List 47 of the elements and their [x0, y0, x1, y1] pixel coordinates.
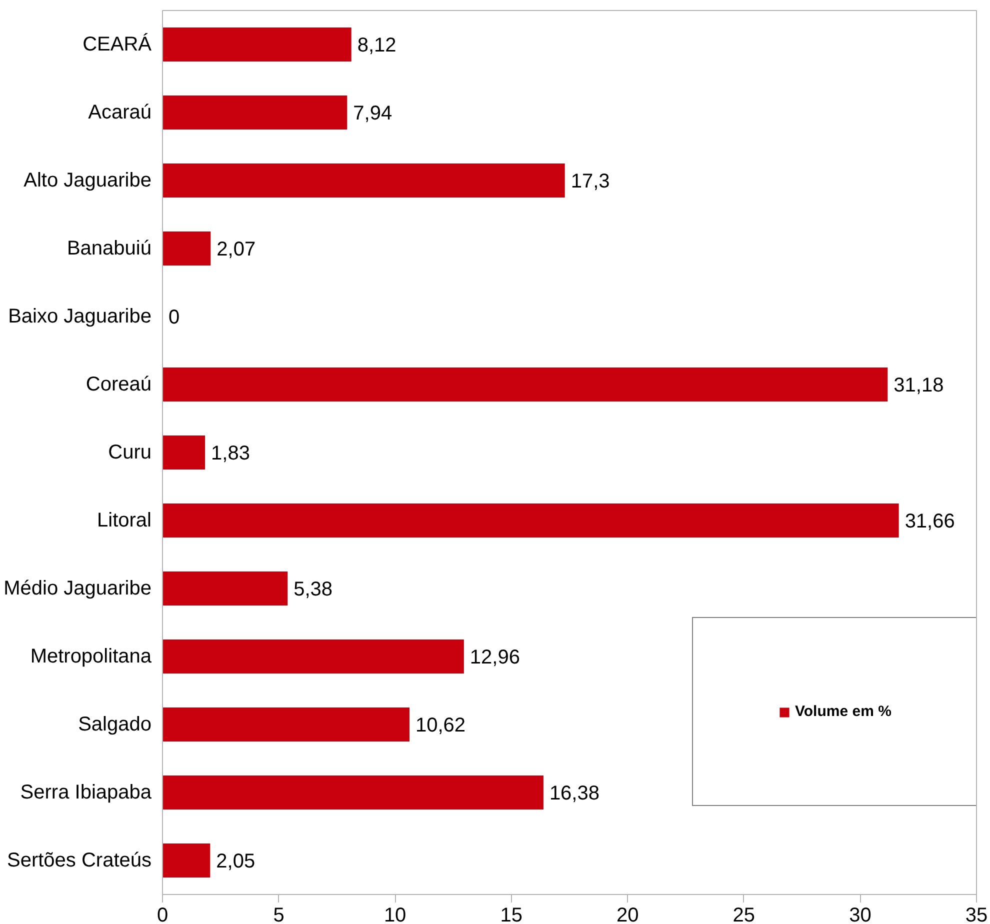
bar	[162, 844, 210, 878]
bar	[162, 232, 211, 266]
bar	[162, 504, 899, 538]
data-label: 5,38	[294, 578, 333, 600]
x-tick-label: 25	[732, 904, 756, 924]
data-label: 2,07	[216, 238, 256, 260]
x-tick-label: 0	[156, 904, 168, 924]
bar	[162, 572, 288, 606]
y-tick-label: Sertões Crateús	[6, 850, 152, 872]
data-label: 31,18	[894, 374, 944, 396]
y-tick-label: Acaraú	[88, 102, 152, 124]
bar	[162, 640, 464, 674]
data-label: 16,38	[549, 782, 600, 804]
bar	[162, 708, 410, 742]
x-tick-label: 35	[965, 904, 988, 924]
data-label: 1,83	[211, 442, 250, 464]
data-label: 0	[168, 306, 180, 328]
x-tick-label: 10	[384, 904, 406, 924]
y-tick-label: Metropolitana	[30, 646, 152, 668]
x-tick-label: 30	[849, 904, 872, 924]
y-tick-label: Serra Ibiapaba	[20, 782, 152, 804]
y-tick-label: Curu	[108, 442, 152, 464]
y-tick-label: CEARÁ	[82, 32, 152, 56]
data-label: 8,12	[357, 34, 396, 56]
bar	[162, 28, 352, 62]
data-label: 17,3	[570, 170, 610, 192]
bar	[162, 436, 206, 470]
data-label: 2,05	[216, 850, 256, 872]
y-tick-label: Baixo Jaguaribe	[8, 306, 152, 328]
bar	[162, 368, 888, 402]
data-label: 7,94	[353, 102, 392, 124]
y-tick-label: Médio Jaguaribe	[4, 578, 152, 600]
bar	[162, 96, 348, 130]
y-tick-label: Banabuiú	[66, 238, 152, 260]
x-tick-label: 15	[500, 904, 522, 924]
bar	[162, 164, 565, 198]
bar	[162, 776, 544, 810]
data-label: 10,62	[415, 714, 466, 736]
legend-label: Volume em %	[795, 703, 892, 720]
data-label: 31,66	[904, 510, 955, 532]
data-label: 12,96	[470, 646, 520, 668]
x-tick-label: 20	[616, 904, 639, 924]
y-tick-label: Coreaú	[86, 374, 152, 396]
y-tick-label: Salgado	[78, 714, 152, 736]
y-tick-label: Litoral	[97, 510, 152, 532]
y-tick-label: Alto Jaguaribe	[24, 170, 152, 192]
x-tick-label: 5	[273, 904, 284, 924]
